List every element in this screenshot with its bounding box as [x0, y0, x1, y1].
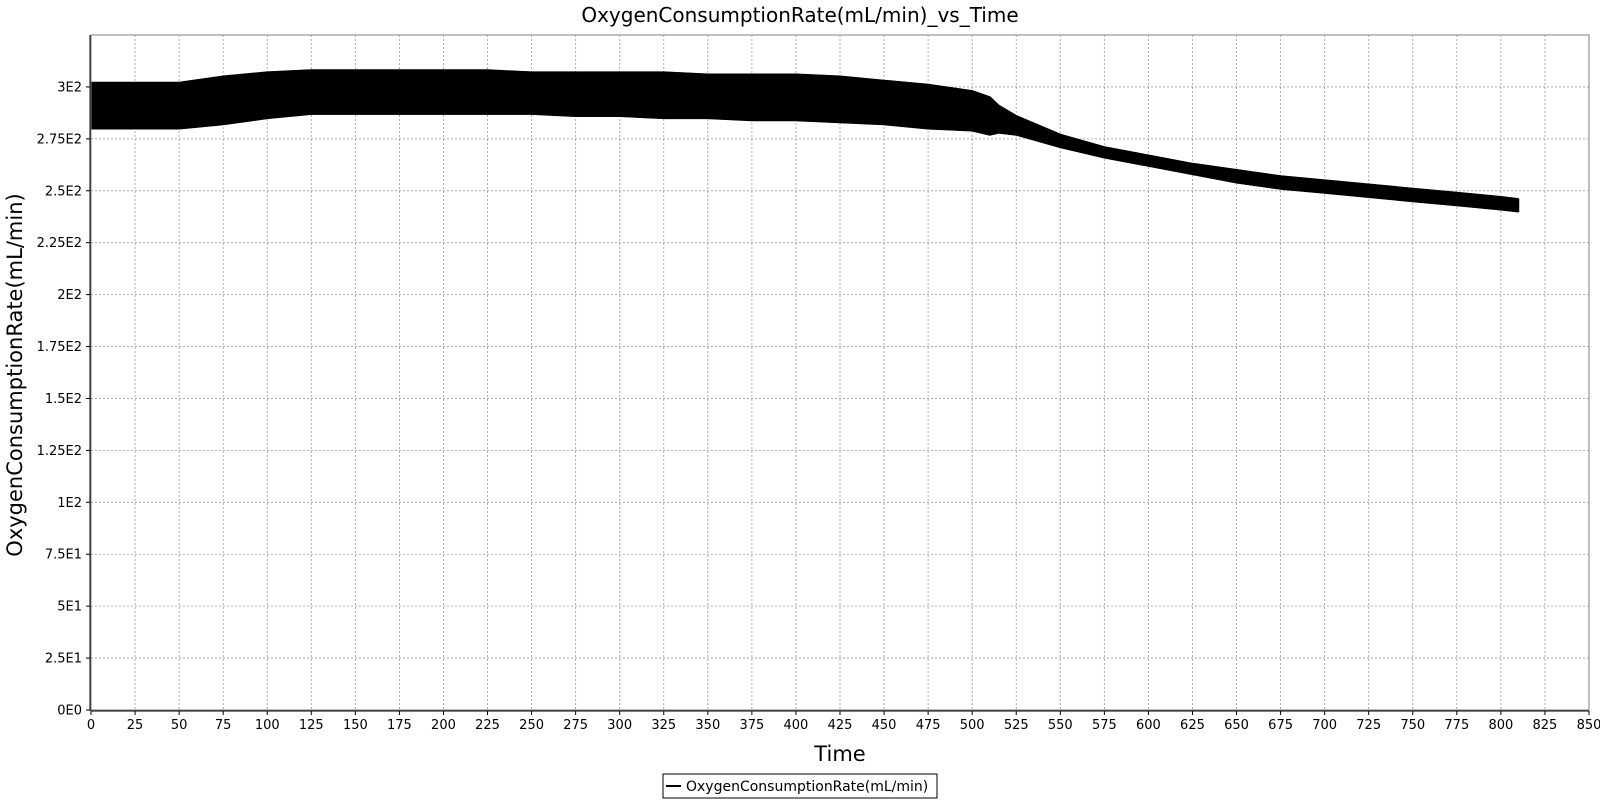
- x-tick-label: 175: [387, 718, 412, 733]
- x-tick-label: 250: [519, 718, 544, 733]
- y-tick-label: 1.25E2: [37, 444, 82, 459]
- x-tick-label: 375: [739, 718, 764, 733]
- x-tick-label: 50: [171, 718, 188, 733]
- x-tick-label: 200: [431, 718, 456, 733]
- x-tick-label: 300: [607, 718, 632, 733]
- y-tick-label: 2.25E2: [37, 236, 82, 251]
- y-tick-label: 2.5E1: [45, 652, 82, 667]
- x-tick-label: 0: [87, 718, 95, 733]
- x-tick-label: 550: [1048, 718, 1073, 733]
- chart-title: OxygenConsumptionRate(mL/min)_vs_Time: [581, 3, 1018, 27]
- x-tick-label: 425: [828, 718, 853, 733]
- y-tick-label: 1.75E2: [37, 340, 82, 355]
- y-ticks: 0E0 2.5E1 5E1 7.5E1 1E2 1.25E2 1.5E2 1.75E2 2E2 2…: [37, 80, 90, 719]
- x-tick-label: 850: [1577, 718, 1600, 733]
- x-tick-label: 725: [1356, 718, 1381, 733]
- y-tick-label: 1.5E2: [45, 392, 82, 407]
- plot-border: [90, 34, 1590, 711]
- x-tick-label: 825: [1533, 718, 1558, 733]
- series-layer: [90, 69, 1520, 213]
- x-tick-label: 750: [1400, 718, 1425, 733]
- y-tick-label: 0E0: [57, 704, 82, 719]
- x-tick-label: 800: [1488, 718, 1513, 733]
- x-tick-label: 25: [127, 718, 144, 733]
- x-tick-label: 150: [343, 718, 368, 733]
- y-tick-label: 2E2: [57, 288, 82, 303]
- x-tick-label: 675: [1268, 718, 1293, 733]
- x-tick-label: 125: [299, 718, 324, 733]
- x-tick-label: 350: [695, 718, 720, 733]
- x-tick-label: 575: [1092, 718, 1117, 733]
- legend: OxygenConsumptionRate(mL/min): [662, 773, 938, 799]
- y-tick-label: 3E2: [57, 80, 82, 95]
- x-tick-label: 475: [916, 718, 941, 733]
- x-tick-label: 225: [475, 718, 500, 733]
- x-tick-label: 775: [1444, 718, 1469, 733]
- x-tick-label: 75: [215, 718, 232, 733]
- y-tick-label: 1E2: [57, 496, 82, 511]
- legend-label: OxygenConsumptionRate(mL/min): [686, 779, 928, 795]
- grid: [91, 35, 1590, 710]
- y-tick-label: 7.5E1: [45, 548, 82, 563]
- x-tick-label: 275: [563, 718, 588, 733]
- x-tick-label: 700: [1312, 718, 1337, 733]
- x-tick-label: 400: [784, 718, 809, 733]
- x-tick-label: 600: [1136, 718, 1161, 733]
- x-tick-label: 650: [1224, 718, 1249, 733]
- x-tick-label: 325: [651, 718, 676, 733]
- y-tick-label: 2.75E2: [37, 132, 82, 147]
- series-lower-line-0: [91, 112, 1519, 213]
- x-tick-label: 450: [872, 718, 897, 733]
- x-tick-label: 100: [255, 718, 280, 733]
- y-tick-label: 2.5E2: [45, 184, 82, 199]
- x-tick-label: 500: [960, 718, 985, 733]
- legend-box: [662, 773, 938, 799]
- x-tick-label: 525: [1004, 718, 1029, 733]
- y-axis-label: OxygenConsumptionRate(mL/min): [3, 193, 27, 556]
- y-tick-label: 5E1: [57, 600, 82, 615]
- x-tick-label: 625: [1180, 718, 1205, 733]
- x-ticks: 0 25 50 75 100 125 150 175 200 225 250 275 300 325 350…: [87, 711, 1600, 733]
- x-axis-label: Time: [813, 742, 865, 766]
- series-upper-line-0: [91, 69, 1519, 201]
